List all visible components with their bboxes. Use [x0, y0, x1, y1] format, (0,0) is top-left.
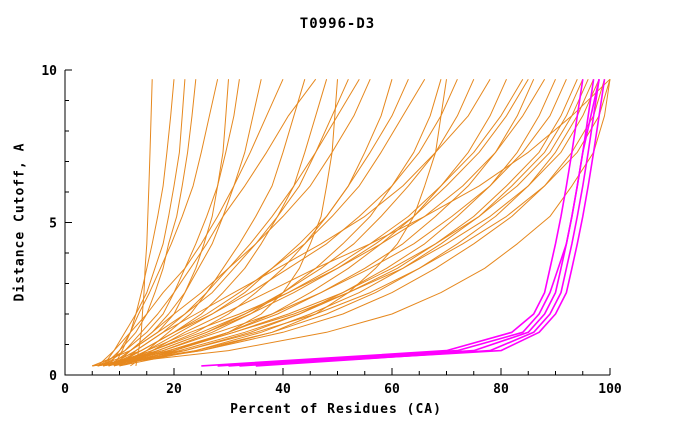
highlighted-models-curve: [239, 79, 606, 367]
predictions-curve: [92, 79, 447, 367]
y-tick-label: 5: [49, 217, 57, 232]
highlighted-models-curve: [228, 79, 595, 367]
predictions-curve: [97, 79, 240, 367]
y-tick-label: 10: [41, 64, 57, 79]
highlighted-models-curve: [217, 79, 600, 367]
predictions-curve: [113, 78, 458, 367]
highlighted-models-curve: [201, 79, 584, 367]
predictions-curve: [113, 78, 546, 367]
predictions-curve: [119, 79, 306, 367]
predictions-curve: [108, 78, 567, 367]
y-tick-label: 0: [49, 369, 57, 384]
predictions-curve: [92, 79, 611, 367]
predictions-curve: [113, 78, 529, 367]
predictions-curve: [108, 79, 262, 367]
predictions-curve: [102, 78, 284, 367]
predictions-curve: [119, 78, 584, 367]
predictions-curve: [103, 79, 605, 367]
predictions-curve: [108, 78, 524, 367]
x-tick-label: 40: [275, 382, 291, 397]
predictions-curve: [103, 78, 475, 367]
predictions-curve: [113, 79, 611, 367]
predictions-curve: [97, 79, 186, 367]
predictions-curve: [97, 79, 442, 367]
x-tick-label: 100: [598, 382, 622, 397]
x-tick-label: 60: [384, 382, 400, 397]
predictions-curve: [102, 78, 317, 367]
predictions-curve: [135, 79, 153, 366]
predictions-curve: [130, 78, 611, 367]
predictions-curve: [103, 79, 393, 367]
predictions-curve: [92, 79, 338, 367]
predictions-curve: [108, 78, 600, 367]
x-tick-label: 20: [166, 382, 182, 397]
x-tick-label: 80: [493, 382, 509, 397]
x-axis-label: Percent of Residues (CA): [230, 402, 442, 417]
predictions-curve: [103, 78, 578, 367]
x-tick-label: 0: [61, 382, 69, 397]
predictions-curve: [97, 78, 507, 367]
predictions-curve: [113, 79, 219, 367]
predictions-curve: [92, 79, 229, 367]
predictions-curve: [108, 78, 360, 367]
highlighted-models-curve: [255, 79, 600, 367]
predictions-curve: [113, 78, 371, 367]
predictions-curve: [97, 78, 556, 367]
predictions-curve: [119, 78, 409, 367]
chart-title: T0996-D3: [299, 16, 376, 32]
